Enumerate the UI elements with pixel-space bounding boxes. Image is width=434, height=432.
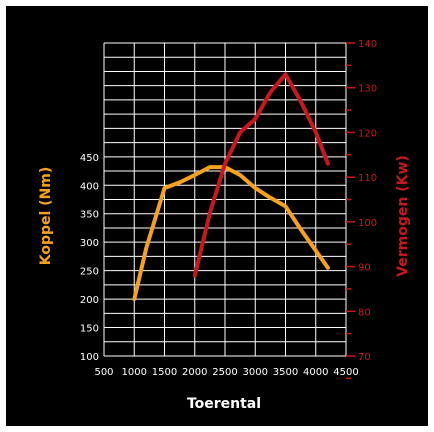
torque-power-chart: 500 1000 1500 2000 2500 3000 3500 4000 4500 1001… [38,39,411,412]
torque-series-line [132,165,330,302]
y-left-tick-label: 150 [80,324,99,335]
y-left-tick-label: 100 [80,352,99,363]
y-right-tick-label: 140 [358,39,377,50]
x-tick-label: 500 [94,367,113,378]
y-left-tick-label: 450 [80,153,99,164]
y-left-tick-label: 350 [80,210,99,221]
y-right-tick-label: 130 [358,84,377,95]
y-right-tick-label: 100 [358,218,377,229]
y-right-tick-label: 90 [358,263,371,274]
x-tick-label: 4500 [333,367,358,378]
y-left-axis-ticks: 100 150 200 250 300 350 400 450 [80,153,99,363]
y-right-tick-label: 120 [358,128,377,139]
x-axis-ticks: 500 1000 1500 2000 2500 3000 3500 4000 4500 [94,367,358,378]
y-right-tick-label: 80 [358,307,371,318]
x-tick-label: 1000 [122,367,147,378]
y-left-tick-label: 200 [80,295,99,306]
x-axis-title: Toerental [187,396,261,412]
series-lines [132,72,330,302]
y-right-axis-title: Vermogen (Kw) [395,155,411,277]
y-right-tick-label: 70 [358,352,371,363]
y-right-tick-label: 110 [358,173,377,184]
x-tick-label: 4000 [303,367,328,378]
y-right-axis-ticks: 70 80 90 100 110 120 130 140 [346,39,377,380]
x-tick-label: 2000 [182,367,207,378]
x-tick-label: 3000 [243,367,268,378]
power-series-line [192,72,330,278]
x-tick-label: 1500 [152,367,177,378]
y-left-tick-label: 250 [80,267,99,278]
x-tick-label: 3500 [273,367,298,378]
chart-panel: 500 1000 1500 2000 2500 3000 3500 4000 4500 100 1… [6,6,428,426]
x-tick-label: 2500 [212,367,237,378]
y-left-axis-title: Koppel (Nm) [38,167,54,266]
y-left-tick-label: 400 [80,181,99,192]
grid-lines [103,42,347,357]
y-left-tick-label: 300 [80,238,99,249]
